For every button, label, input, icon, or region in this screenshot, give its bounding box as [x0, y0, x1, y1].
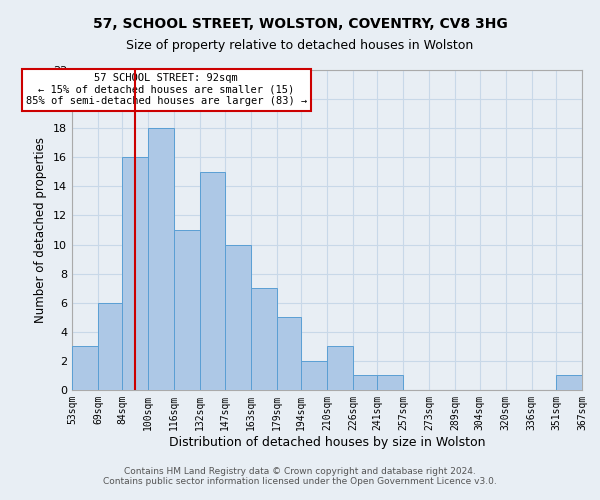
Bar: [327, 346, 353, 390]
Bar: [148, 128, 175, 390]
Bar: [251, 288, 277, 390]
Bar: [377, 376, 403, 390]
Bar: [224, 244, 251, 390]
Text: 57 SCHOOL STREET: 92sqm
← 15% of detached houses are smaller (15)
85% of semi-de: 57 SCHOOL STREET: 92sqm ← 15% of detache…: [26, 73, 307, 106]
Bar: [556, 376, 582, 390]
Text: Contains HM Land Registry data © Crown copyright and database right 2024.: Contains HM Land Registry data © Crown c…: [124, 467, 476, 476]
X-axis label: Distribution of detached houses by size in Wolston: Distribution of detached houses by size …: [169, 436, 485, 448]
Text: Contains public sector information licensed under the Open Government Licence v3: Contains public sector information licen…: [103, 477, 497, 486]
Y-axis label: Number of detached properties: Number of detached properties: [34, 137, 47, 323]
Bar: [301, 361, 327, 390]
Bar: [277, 318, 301, 390]
Bar: [98, 302, 122, 390]
Bar: [353, 376, 377, 390]
Bar: [175, 230, 200, 390]
Bar: [200, 172, 224, 390]
Bar: [122, 158, 148, 390]
Bar: [72, 346, 98, 390]
Text: 57, SCHOOL STREET, WOLSTON, COVENTRY, CV8 3HG: 57, SCHOOL STREET, WOLSTON, COVENTRY, CV…: [92, 18, 508, 32]
Text: Size of property relative to detached houses in Wolston: Size of property relative to detached ho…: [127, 39, 473, 52]
